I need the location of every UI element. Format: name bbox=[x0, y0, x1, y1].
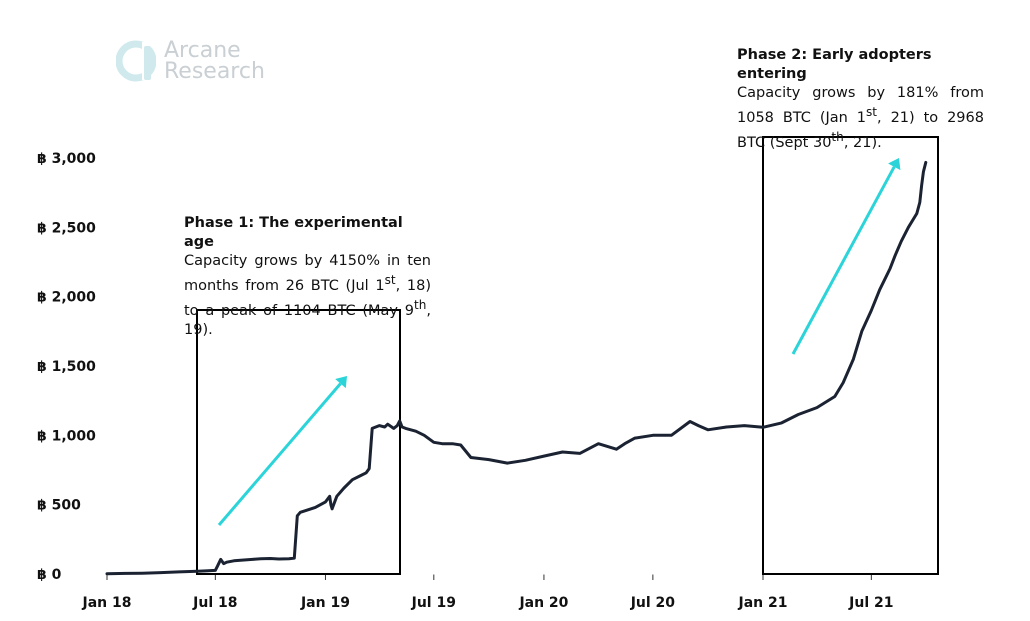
phase2-title: Phase 2: Early adopters entering bbox=[737, 47, 932, 82]
x-tick-label: Jul 19 bbox=[411, 595, 456, 611]
phase2-annotation: Phase 2: Early adopters entering Capacit… bbox=[737, 46, 984, 153]
x-tick-label: Jan 21 bbox=[738, 595, 788, 611]
x-tick-label: Jan 18 bbox=[82, 595, 132, 611]
x-tick-label: Jul 21 bbox=[848, 595, 893, 611]
arcane-research-logo: Arcane Research bbox=[115, 38, 265, 84]
x-axis: Jan 18 Jul 18 Jan 19 Jul 19 Jan 20 Jul 20 Jan … bbox=[82, 574, 894, 611]
y-tick-label: ฿ 2,000 bbox=[37, 290, 96, 306]
y-tick-label: ฿ 2,500 bbox=[37, 220, 96, 236]
y-tick-label: ฿ 1,500 bbox=[37, 359, 96, 375]
y-axis: ฿ 0 ฿ 500 ฿ 1,000 ฿ 1,500 ฿ 2,000 ฿ 2,500 ฿ 3,… bbox=[37, 151, 96, 583]
phase1-description: Capacity grows by 4150% in ten months fr… bbox=[184, 253, 432, 338]
phase2-trend-arrow bbox=[791, 158, 901, 355]
phase1-title: Phase 1: The experimental age bbox=[184, 215, 403, 250]
y-tick-label: ฿ 1,000 bbox=[37, 428, 96, 444]
x-tick-label: Jul 20 bbox=[630, 595, 676, 611]
x-tick-label: Jan 20 bbox=[518, 595, 568, 611]
phase2-highlight-box bbox=[762, 136, 939, 575]
y-tick-label: ฿ 3,000 bbox=[37, 151, 96, 167]
y-tick-label: ฿ 0 bbox=[37, 567, 62, 583]
x-tick-label: Jan 19 bbox=[300, 595, 350, 611]
x-tick-label: Jul 18 bbox=[192, 595, 237, 611]
phase1-highlight-box bbox=[196, 309, 401, 575]
phase1-annotation: Phase 1: The experimental age Capacity g… bbox=[184, 214, 431, 340]
capacity-series-line bbox=[105, 160, 928, 576]
logo-text-line2: Research bbox=[164, 59, 265, 84]
phase1-trend-arrow bbox=[217, 376, 347, 526]
phase2-description: Capacity grows by 181% from 1058 BTC (Ja… bbox=[737, 85, 984, 151]
y-tick-label: ฿ 500 bbox=[37, 498, 81, 514]
logo-text-line1: Arcane bbox=[164, 38, 241, 63]
arcane-logo-icon bbox=[115, 40, 157, 82]
